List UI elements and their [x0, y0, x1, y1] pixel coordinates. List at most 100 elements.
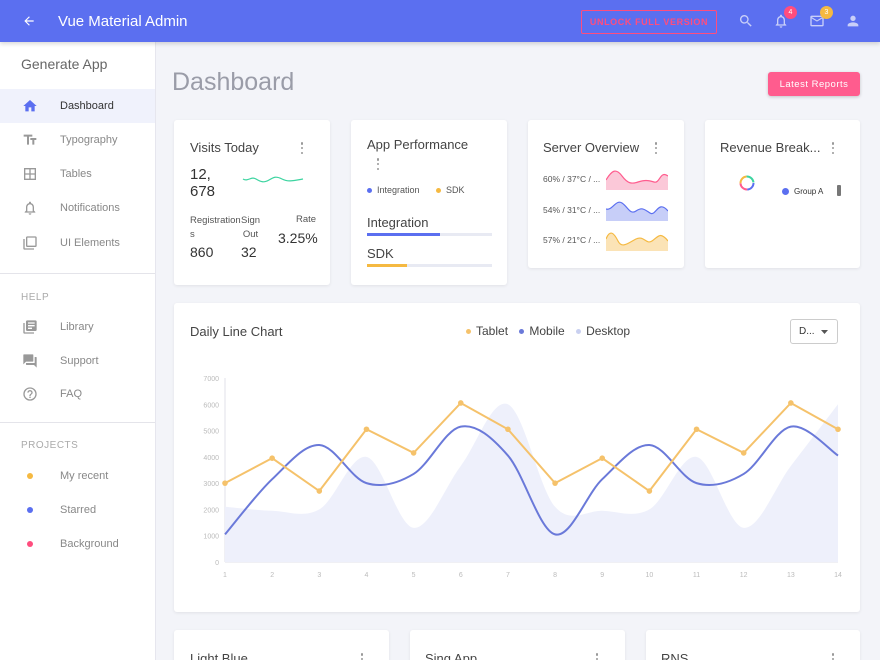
sidebar-project-my-recent[interactable]: My recent: [0, 459, 155, 493]
y-tick-label: 0: [215, 560, 219, 567]
card-title: App Performance: [367, 137, 469, 152]
light-blue-card: Light Blue: [174, 630, 389, 660]
more-vert-icon[interactable]: [828, 141, 838, 155]
server-row-label: 57% / 21°C / ...: [543, 235, 601, 245]
app-title: Vue Material Admin: [58, 12, 188, 30]
sidebar-item-typography[interactable]: Typography: [0, 123, 155, 157]
x-tick-label: 3: [317, 572, 321, 579]
legend-dot-icon: [782, 188, 789, 196]
messages-button[interactable]: 3: [807, 6, 833, 31]
home-icon: [0, 89, 60, 123]
y-tick-label: 2000: [203, 507, 219, 514]
more-vert-icon[interactable]: [373, 157, 383, 171]
rate-label: Rate: [296, 214, 317, 225]
rns-card: RNS: [646, 630, 860, 660]
visits-today-card: Visits Today 12, 678 Registration s 860 S…: [174, 120, 330, 285]
tablet-data-point: [788, 400, 794, 406]
x-tick-label: 2: [270, 572, 274, 579]
sidebar-item-support[interactable]: Support: [0, 344, 155, 378]
search-icon[interactable]: [736, 11, 756, 31]
visits-sparkline: [242, 176, 304, 183]
tablet-data-point: [599, 455, 606, 461]
messages-badge: 3: [820, 6, 833, 19]
unlock-full-version-button[interactable]: UNLOCK FULL VERSION: [581, 10, 717, 34]
card-title: Server Overview: [543, 140, 640, 155]
more-vert-icon[interactable]: [357, 652, 367, 660]
sidebar-item-label: Typography: [60, 134, 118, 146]
y-tick-label: 5000: [203, 429, 219, 436]
visits-value: 12, 678: [190, 166, 216, 200]
rate-value: 3.25%: [278, 230, 318, 246]
mail-icon: [810, 15, 824, 27]
sdk-label: SDK: [367, 246, 394, 261]
sidebar-divider: [0, 273, 155, 274]
legend-dot-icon: [367, 188, 372, 194]
back-arrow-icon[interactable]: [0, 0, 58, 42]
more-vert-icon[interactable]: [592, 652, 602, 660]
chart-legend: Tablet Mobile Desktop: [466, 324, 630, 338]
support-icon: [0, 344, 60, 378]
server-overview-card: Server Overview 60% / 37°C / ... 54% / 3…: [528, 120, 684, 268]
x-tick-label: 5: [412, 572, 416, 579]
help-section-label: HELP: [21, 292, 50, 303]
x-tick-label: 10: [645, 572, 653, 579]
y-tick-label: 4000: [203, 455, 219, 462]
revenue-breakdown-card: Revenue Break... Group A: [705, 120, 860, 268]
project-dot-icon: [0, 459, 60, 493]
latest-reports-button[interactable]: Latest Reports: [768, 72, 860, 96]
project-dot-icon: [0, 527, 60, 561]
sidebar-item-library[interactable]: Library: [0, 310, 155, 344]
x-tick-label: 4: [365, 572, 369, 579]
sidebar-item-label: Library: [60, 321, 94, 333]
sidebar-item-ui-elements[interactable]: UI Elements: [0, 226, 155, 260]
sidebar-project-starred[interactable]: Starred: [0, 493, 155, 527]
chart-range-select[interactable]: D...: [790, 319, 838, 344]
legend-item-mobile: Mobile: [519, 324, 565, 338]
more-vert-icon[interactable]: [297, 141, 307, 155]
sidebar: Generate App Dashboard Typography Tables…: [0, 42, 156, 660]
bell-icon: [0, 191, 60, 225]
sidebar-item-label: Notifications: [60, 202, 120, 214]
integration-progress: [367, 233, 492, 236]
legend-dot-icon: [519, 329, 525, 335]
card-title: Visits Today: [190, 140, 259, 155]
card-title: RNS: [661, 651, 689, 660]
x-tick-label: 8: [553, 572, 557, 579]
sidebar-item-dashboard[interactable]: Dashboard: [0, 89, 155, 123]
dropdown-arrow-icon: [821, 330, 828, 334]
projects-section-label: PROJECTS: [21, 440, 79, 451]
tablet-data-point: [646, 488, 653, 494]
card-title: Light Blue: [190, 651, 248, 660]
notifications-button[interactable]: 4: [771, 6, 797, 31]
account-icon[interactable]: [843, 11, 863, 31]
library-icon: [0, 310, 60, 344]
sidebar-divider: [0, 422, 155, 423]
select-value: D...: [799, 326, 815, 337]
x-tick-label: 14: [834, 572, 842, 579]
sidebar-project-background[interactable]: Background: [0, 527, 155, 561]
app-performance-card: App Performance Integration SDK Integrat…: [351, 120, 507, 285]
sidebar-item-faq[interactable]: FAQ: [0, 377, 155, 411]
sidebar-item-label: Tables: [60, 168, 92, 180]
more-vert-icon[interactable]: [651, 141, 661, 155]
typography-icon: [0, 123, 60, 157]
series-mobile-line: [224, 425, 839, 536]
legend-scroll-indicator[interactable]: [837, 185, 841, 196]
sidebar-item-notifications[interactable]: Notifications: [0, 191, 155, 225]
more-vert-icon[interactable]: [828, 652, 838, 660]
x-tick-label: 1: [223, 572, 227, 579]
server-sparkline-3: [606, 232, 668, 251]
sign-out-label: Sign Out: [241, 215, 261, 240]
sidebar-item-tables[interactable]: Tables: [0, 157, 155, 191]
revenue-legend: Group A: [782, 187, 823, 196]
y-tick-label: 6000: [203, 402, 219, 409]
sidebar-item-label: Starred: [60, 504, 97, 516]
tablet-data-point: [222, 480, 228, 486]
tablet-data-point: [269, 455, 275, 461]
legend-dot-icon: [436, 188, 442, 194]
notifications-badge: 4: [784, 6, 797, 19]
legend-dot-icon: [576, 329, 582, 335]
sidebar-item-label: Background: [60, 538, 119, 550]
x-tick-label: 12: [740, 572, 748, 579]
y-tick-label: 7000: [203, 376, 219, 383]
